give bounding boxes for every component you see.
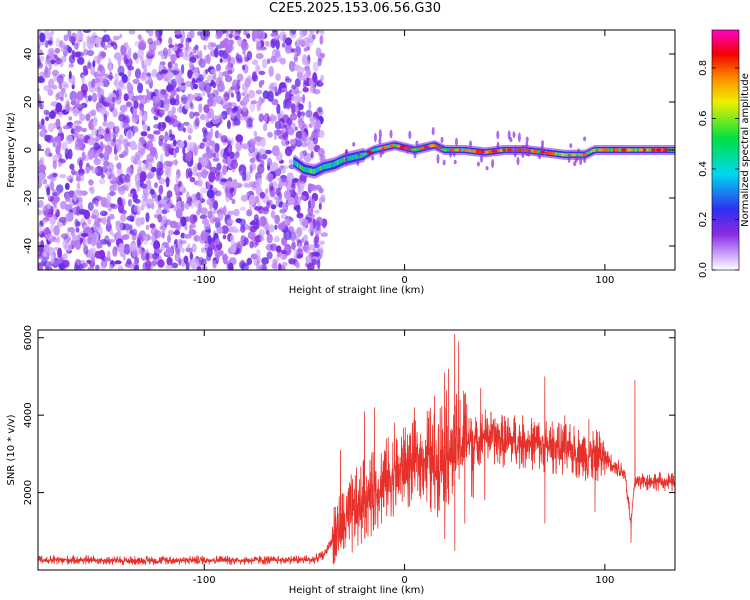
colorbar-tick-label: 0.8 <box>698 60 709 76</box>
x-tick-label: 100 <box>595 275 614 286</box>
colorbar-label: Normalized spectral amplitude <box>740 73 750 227</box>
x-tick-label: 0 <box>401 575 407 586</box>
signal-band <box>293 127 675 179</box>
y-tick-label: -40 <box>23 238 34 254</box>
y-axis-label: SNR (10 * v/v) <box>6 414 17 485</box>
snr-series-line <box>38 333 675 566</box>
colorbar-tick-label: 0.4 <box>698 161 709 177</box>
x-tick-label: -100 <box>193 575 216 586</box>
x-tick-label: 100 <box>595 575 614 586</box>
y-tick-label: -20 <box>23 190 34 206</box>
snr-panel: -100 0 100 2000 4000 6000 Height of straight l… <box>6 325 676 596</box>
y-axis-label: Frequency (Hz) <box>6 112 17 188</box>
colorbar-tick-label: 0.0 <box>698 262 709 278</box>
chart-title: C2E5.2025.153.06.56.G30 <box>268 1 442 16</box>
x-axis-label: Height of straight line (km) <box>289 585 425 596</box>
heatmap-panel: -100 0 100 -40 -20 0 20 40 Height of straight li… <box>6 29 676 296</box>
x-axis-label: Height of straight line (km) <box>289 285 425 296</box>
y-tick-label: 0 <box>23 147 34 153</box>
snr-frame <box>37 329 676 571</box>
y-tick-label: 2000 <box>23 480 34 505</box>
colorbar-tick-label: 0.6 <box>698 110 709 126</box>
y-tick-label: 4000 <box>23 402 34 427</box>
colorbar: 0.0 0.2 0.4 0.6 0.8 Normalized spectral ampli… <box>698 29 750 278</box>
y-tick-label: 40 <box>23 48 34 61</box>
x-tick-label: -100 <box>193 275 216 286</box>
y-tick-label: 6000 <box>23 325 34 350</box>
noise-cells <box>38 30 328 270</box>
y-tick-label: 20 <box>23 96 34 109</box>
colorbar-gradient <box>711 29 740 271</box>
x-tick-label: 0 <box>401 275 407 286</box>
colorbar-tick-label: 0.2 <box>698 212 709 228</box>
